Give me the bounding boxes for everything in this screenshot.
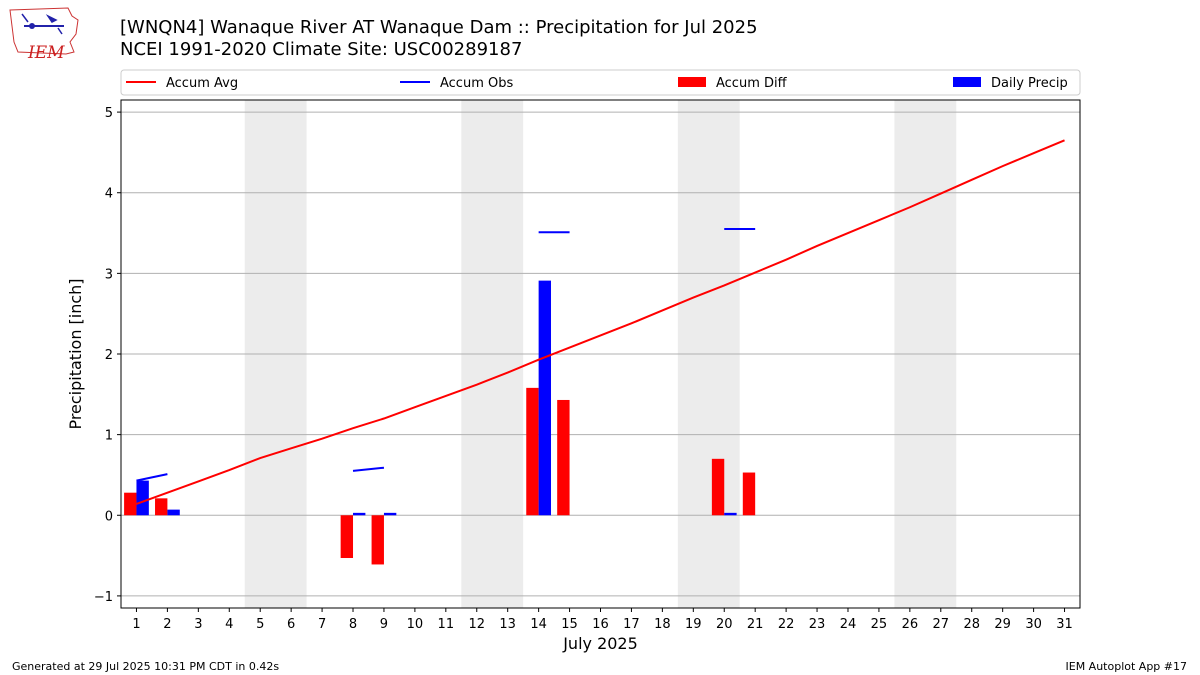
x-tick-label: 29 [994, 617, 1011, 632]
x-tick-label: 23 [809, 617, 826, 632]
y-tick-label: 4 [105, 187, 113, 202]
app-credit: IEM Autoplot App #17 [1065, 660, 1188, 673]
x-tick-label: 19 [685, 617, 702, 632]
x-tick-label: 3 [194, 617, 202, 632]
x-tick-label: 7 [318, 617, 326, 632]
x-tick-label: 27 [933, 617, 950, 632]
legend-swatch [678, 77, 706, 87]
accum-diff-bar [742, 472, 756, 516]
x-tick-label: 17 [623, 617, 640, 632]
x-tick-label: 31 [1056, 617, 1073, 632]
x-tick-label: 26 [902, 617, 919, 632]
daily-precip-bar [167, 509, 180, 516]
iem-logo: IEM [8, 6, 80, 63]
y-tick-label: 1 [105, 429, 113, 444]
x-tick-label: 16 [592, 617, 609, 632]
chart-title: [WNQN4] Wanaque River AT Wanaque Dam :: … [120, 17, 758, 38]
legend-label: Accum Obs [440, 76, 513, 91]
y-tick-label: 5 [105, 106, 113, 121]
accum-diff-bar [526, 387, 539, 516]
accum-obs-line [352, 466, 385, 472]
grid-layer [121, 111, 1080, 597]
chart-subtitle: NCEI 1991-2020 Climate Site: USC00289187 [120, 39, 523, 60]
accum-obs-line [136, 473, 168, 482]
x-tick-label: 4 [225, 617, 233, 632]
x-tick-label: 22 [778, 617, 795, 632]
x-tick-label: 9 [380, 617, 388, 632]
accum-diff-bar [371, 515, 384, 565]
x-tick-label: 15 [561, 617, 578, 632]
x-tick-label: 12 [468, 617, 485, 632]
legend-label: Accum Avg [166, 76, 238, 91]
generated-timestamp: Generated at 29 Jul 2025 10:31 PM CDT in… [12, 660, 280, 673]
y-tick-label: −1 [94, 590, 113, 605]
x-tick-label: 6 [287, 617, 295, 632]
logo-text: IEM [28, 43, 65, 63]
daily-precip-bar [353, 512, 366, 516]
y-tick-label: 3 [105, 267, 113, 282]
x-tick-label: 24 [840, 617, 857, 632]
daily-precip-bar [724, 512, 737, 516]
bars-layer [124, 280, 756, 565]
legend-label: Accum Diff [716, 76, 788, 91]
legend-swatch [953, 77, 981, 87]
x-tick-label: 14 [530, 617, 547, 632]
iowa-state-outline-weather-icon [9, 7, 79, 55]
x-tick-label: 13 [499, 617, 516, 632]
y-tick-label: 0 [105, 509, 113, 524]
lines-layer [136, 139, 1065, 505]
daily-precip-bar [136, 480, 149, 516]
x-tick-label: 2 [163, 617, 171, 632]
legend-box [120, 69, 1081, 96]
x-tick-label: 30 [1025, 617, 1042, 632]
accum-avg-line [136, 139, 1065, 505]
daily-precip-bar [538, 280, 552, 516]
x-tick-label: 21 [747, 617, 764, 632]
daily-precip-bar [383, 512, 397, 516]
x-tick-label: 28 [963, 617, 980, 632]
x-tick-label: 18 [654, 617, 671, 632]
legend: Accum Avg Accum Obs Accum Diff Daily Precip [120, 69, 1081, 96]
x-tick-label: 1 [132, 617, 140, 632]
x-tick-label: 5 [256, 617, 264, 632]
x-tick-label: 10 [407, 617, 424, 632]
x-tick-label: 8 [349, 617, 357, 632]
x-axis-label: July 2025 [562, 634, 638, 653]
x-tick-label: 25 [871, 617, 888, 632]
y-tick-label: 2 [105, 348, 113, 363]
x-tick-label: 20 [716, 617, 733, 632]
x-tick-label: 11 [438, 617, 455, 632]
legend-label: Daily Precip [991, 76, 1068, 91]
accum-diff-bar [340, 515, 354, 559]
accum-diff-bar [124, 492, 137, 516]
accum-diff-bar [155, 498, 168, 516]
accum-diff-bar [711, 458, 725, 516]
y-axis-label: Precipitation [inch] [66, 278, 85, 429]
accum-diff-bar [557, 399, 570, 516]
